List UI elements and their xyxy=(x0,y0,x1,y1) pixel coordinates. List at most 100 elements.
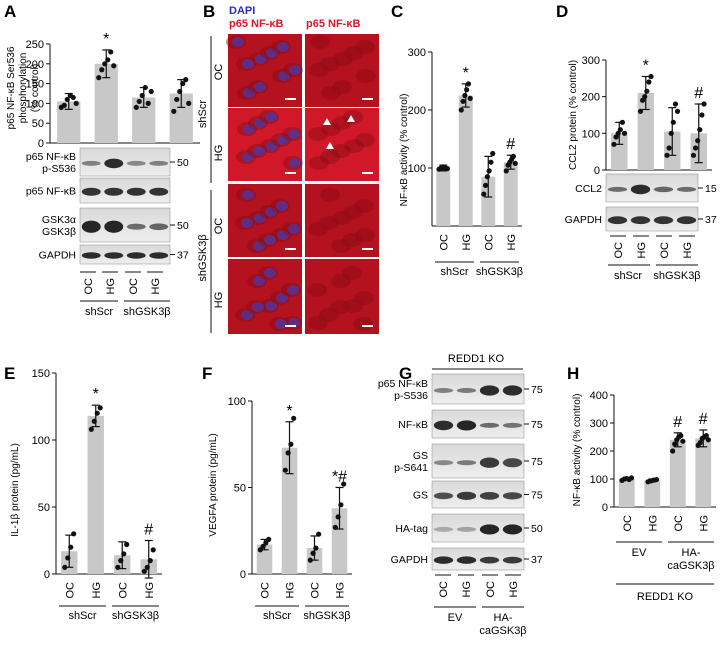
E-group-label: shScr xyxy=(68,610,96,622)
panel-f-chart: 0 50 100 OC HG OC HG * *# shScr shGSK3β xyxy=(228,396,352,622)
G-blot-label: GS xyxy=(413,450,428,462)
G-blot-band xyxy=(433,526,454,532)
F-significance-mark: * xyxy=(286,403,292,420)
F-bar xyxy=(281,447,298,574)
D-significance-mark: * xyxy=(643,58,649,75)
C-data-point xyxy=(482,182,489,188)
A-data-point xyxy=(96,75,102,81)
C-data-point xyxy=(444,165,451,172)
A-data-point xyxy=(108,49,114,55)
C-group-label: shScr xyxy=(440,266,468,278)
D-data-point xyxy=(617,127,623,133)
panel-a-ylabel-line3: (% control) xyxy=(30,64,41,112)
micrograph-cell xyxy=(331,274,351,288)
A-data-point xyxy=(70,94,76,101)
A-blot-label: p65 NF-κB xyxy=(26,151,76,163)
micrograph-cell xyxy=(342,266,362,280)
C-data-point xyxy=(490,150,496,157)
A-blot-band xyxy=(81,187,101,196)
panel-b-row-labels: OC HG OC HG shScr shGSK3β xyxy=(197,64,225,309)
arrowhead-icon xyxy=(323,118,331,125)
D-blot-band xyxy=(676,186,697,192)
panel-c-letter: C xyxy=(391,2,403,21)
D-data-point xyxy=(664,152,670,158)
micrograph-cell xyxy=(308,222,328,236)
A-data-point xyxy=(133,104,139,110)
D-ytick-label: 100 xyxy=(582,128,600,140)
D-ytick-label: 0 xyxy=(594,165,600,177)
H-significance-mark: # xyxy=(673,414,682,431)
micrograph-nucleus xyxy=(232,37,244,47)
C-bar xyxy=(481,176,496,226)
F-data-point xyxy=(266,536,272,543)
micrograph-nucleus xyxy=(265,301,277,311)
micrograph-nucleus xyxy=(277,42,289,52)
C-xtick-label: OC xyxy=(483,234,495,251)
micrograph-nucleus xyxy=(243,124,255,134)
D-data-point xyxy=(621,130,628,136)
E-data-point xyxy=(97,405,103,411)
D-group-label: shGSK3β xyxy=(653,270,700,282)
G-blot-band xyxy=(479,524,500,535)
micrograph-cell xyxy=(342,233,362,247)
C-significance-mark: * xyxy=(463,65,469,82)
A-bar xyxy=(169,93,193,143)
E-data-point xyxy=(150,547,156,553)
G-lane-label: OC xyxy=(485,581,497,598)
A-blot-band xyxy=(104,220,124,233)
C-xtick-label: OC xyxy=(438,234,450,251)
F-ytick-label: 100 xyxy=(228,396,246,408)
panel-e: E IL-1β protein (pg/mL) 0 50 100 150 OC HG OC H… xyxy=(4,364,162,622)
D-group-label: shScr xyxy=(614,270,642,282)
G-mw-label: 75 xyxy=(531,490,543,502)
A-mw-label: 50 xyxy=(177,220,189,232)
micrograph-nucleus xyxy=(253,241,265,251)
panel-h-chart: 0 100 200 300 400 OC HG OC HG # # EV HA-caGSK3β REDD1… xyxy=(590,390,716,603)
D-data-point xyxy=(699,112,705,118)
micrograph-nucleus xyxy=(243,88,255,98)
F-xtick-label: OC xyxy=(260,582,272,599)
C-bar xyxy=(436,168,451,226)
D-data-point xyxy=(646,79,652,85)
scale-bar xyxy=(362,248,373,250)
G-blot-label: NF-κB xyxy=(398,419,428,431)
panel-c: C NF-κB activity (% control) 100 200 300 OC… xyxy=(391,2,523,278)
micrograph-cell xyxy=(307,283,327,297)
panel-a-ylabel-line1: p65 NF-κB Ser536 xyxy=(6,46,17,129)
D-data-point xyxy=(648,73,654,80)
G-blot-label: HA-tag xyxy=(395,523,428,535)
H-xtick-label: HG xyxy=(647,515,659,532)
micrograph-nucleus xyxy=(266,48,278,58)
micrograph-nucleus xyxy=(288,129,300,139)
E-group-label: shGSK3β xyxy=(112,610,159,622)
micrograph-nucleus xyxy=(277,135,289,145)
G-blot-band xyxy=(456,526,477,532)
D-data-point xyxy=(670,119,676,125)
E-significance-mark: # xyxy=(144,522,153,539)
C-data-point xyxy=(481,191,487,197)
micrograph-nucleus xyxy=(242,152,254,162)
micrograph-nucleus xyxy=(277,230,289,240)
A-lane-label: OC xyxy=(83,278,95,295)
panel-d-blots: CCL2 15 GAPDH 37 OC HG OC HG shScr shGSK3β xyxy=(565,173,717,282)
G-lane-label: HG xyxy=(508,581,520,598)
micrograph-cell xyxy=(355,133,375,147)
H-xtick-label: OC xyxy=(673,515,685,532)
A-blot-label: GSK3β xyxy=(42,226,76,238)
G-blot-band xyxy=(433,492,454,500)
G-blot-band xyxy=(456,388,477,393)
E-bar xyxy=(87,415,104,574)
micrograph-nucleus xyxy=(254,213,266,223)
arrowhead-icon xyxy=(347,115,355,122)
E-significance-mark: * xyxy=(93,386,99,403)
D-blot-band xyxy=(630,184,651,195)
micrograph-nucleus xyxy=(241,218,253,228)
G-mw-label: 75 xyxy=(531,419,543,431)
A-data-point xyxy=(148,88,154,95)
A-blot-band xyxy=(81,220,101,233)
panel-a-ylabel-line2: phosphorylation xyxy=(18,53,29,124)
